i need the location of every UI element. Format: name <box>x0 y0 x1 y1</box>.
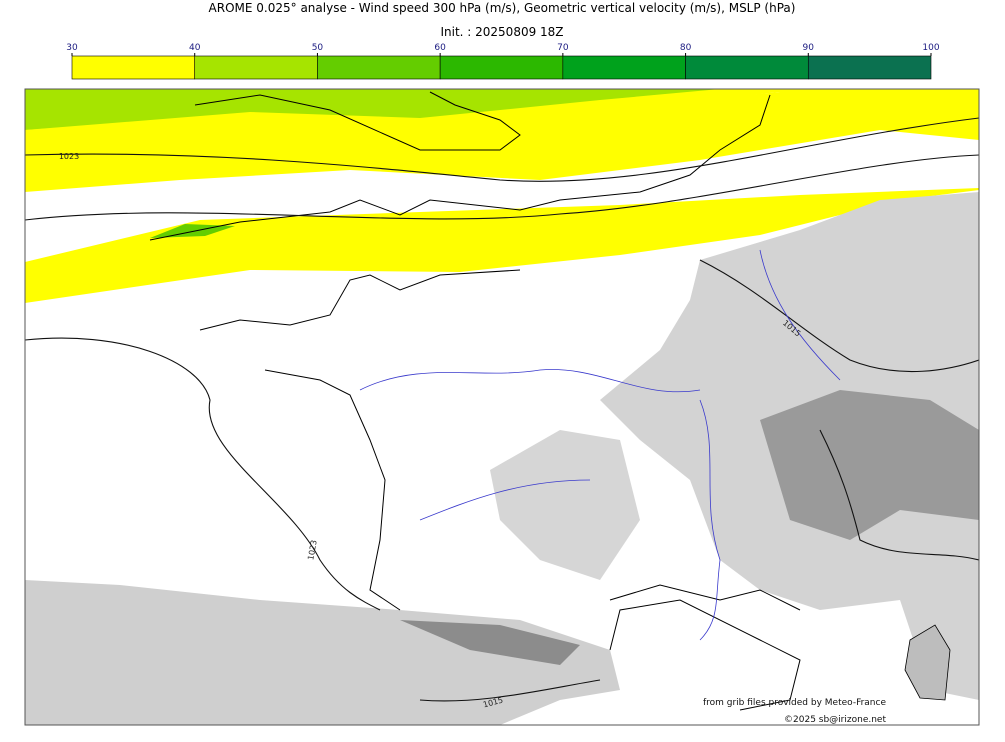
colorbar-segment <box>439 55 564 80</box>
terrain <box>760 390 979 540</box>
colorbar-tick-label: 50 <box>312 43 324 53</box>
terrain <box>25 580 620 725</box>
colorbar-tick-label: 40 <box>189 43 201 53</box>
colorbar: 30 40 50 60 70 80 90 100 <box>66 43 940 80</box>
colorbar-tick-label: 90 <box>803 43 815 53</box>
coastlines <box>149 91 801 711</box>
source-credit: from grib files provided by Meteo-France <box>703 698 886 708</box>
colorbar-tick-label: 80 <box>680 43 692 53</box>
isobars <box>25 117 979 702</box>
colorbar-segment <box>562 55 686 80</box>
colorbar-segment <box>71 55 196 80</box>
colorbar-segment <box>317 55 441 80</box>
colorbar-tick-label: 70 <box>557 43 569 53</box>
wind-band <box>25 89 979 192</box>
wind-band <box>25 188 979 303</box>
colorbar-segment <box>194 55 318 80</box>
rivers <box>359 249 841 641</box>
copyright: ©2025 sb@irizone.net <box>784 715 886 725</box>
colorbar-tick-label: 100 <box>922 43 939 53</box>
terrain <box>400 620 580 665</box>
colorbar-segment <box>807 55 932 80</box>
island <box>904 624 951 701</box>
colorbar-segment <box>685 55 809 80</box>
colorbar-tick-label: 60 <box>434 43 446 53</box>
map-frame <box>24 88 980 726</box>
contour-label: 1023 <box>59 152 79 161</box>
colorbar-tick-label: 30 <box>66 43 78 53</box>
terrain <box>490 430 640 580</box>
title: AROME 0.025° analyse - Wind speed 300 hP… <box>209 1 796 15</box>
contour-label: 1023 <box>306 539 318 561</box>
init-time: Init. : 20250809 18Z <box>440 25 563 39</box>
map: 1023 1023 1015 1015 from grib files prov… <box>24 88 980 726</box>
wind-band <box>25 89 720 130</box>
